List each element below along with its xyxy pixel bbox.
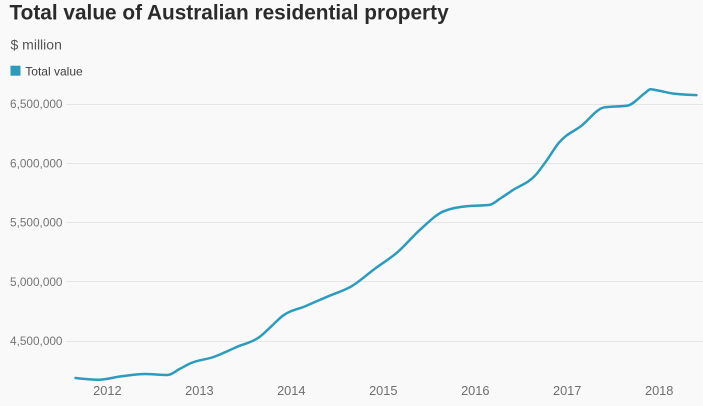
svg-text:2013: 2013: [185, 383, 213, 398]
svg-text:2014: 2014: [277, 383, 305, 398]
svg-text:2018: 2018: [645, 383, 673, 398]
svg-text:2017: 2017: [553, 383, 581, 398]
svg-text:2012: 2012: [93, 383, 121, 398]
svg-text:5,500,000: 5,500,000: [10, 216, 63, 230]
svg-text:Total value of Australian resi: Total value of Australian residential pr…: [10, 2, 450, 25]
svg-text:2015: 2015: [369, 383, 397, 398]
svg-text:6,500,000: 6,500,000: [10, 97, 63, 111]
svg-text:5,000,000: 5,000,000: [10, 275, 63, 289]
svg-text:4,500,000: 4,500,000: [10, 334, 63, 348]
svg-text:2016: 2016: [461, 383, 489, 398]
svg-text:$ million: $ million: [11, 36, 62, 52]
svg-text:Total value: Total value: [25, 65, 83, 79]
svg-text:6,000,000: 6,000,000: [10, 156, 63, 170]
